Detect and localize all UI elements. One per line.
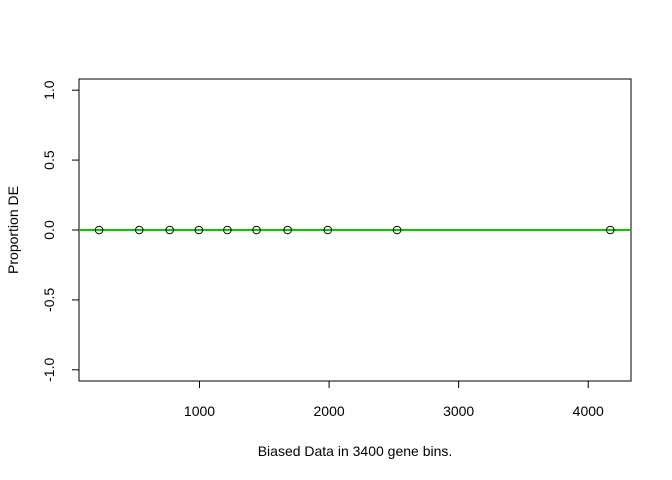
- y-axis: -1.0 -0.5 0.0 0.5 1.0: [41, 80, 80, 382]
- data-point: [134, 225, 144, 235]
- data-point: [94, 225, 104, 235]
- data-points: [94, 225, 615, 235]
- x-axis-title: Biased Data in 3400 gene bins.: [258, 443, 453, 459]
- x-tick-label: 3000: [443, 403, 474, 419]
- data-point: [323, 225, 333, 235]
- data-point: [165, 225, 175, 235]
- y-axis-title: Proportion DE: [5, 186, 21, 274]
- y-tick-label: -1.0: [41, 358, 57, 382]
- x-axis: 1000 2000 3000 4000: [184, 380, 604, 419]
- data-point: [392, 225, 402, 235]
- y-tick-label: -0.5: [41, 288, 57, 312]
- y-tick-label: 0.5: [41, 150, 57, 170]
- x-tick-label: 1000: [184, 403, 215, 419]
- x-tick-label: 2000: [314, 403, 345, 419]
- y-tick-label: 0.0: [41, 220, 57, 240]
- data-point: [252, 225, 261, 235]
- data-point: [605, 225, 615, 235]
- y-tick-label: 1.0: [41, 80, 57, 100]
- data-point: [194, 225, 204, 235]
- data-point: [223, 225, 232, 235]
- x-tick-label: 4000: [573, 403, 604, 419]
- data-point: [283, 225, 292, 235]
